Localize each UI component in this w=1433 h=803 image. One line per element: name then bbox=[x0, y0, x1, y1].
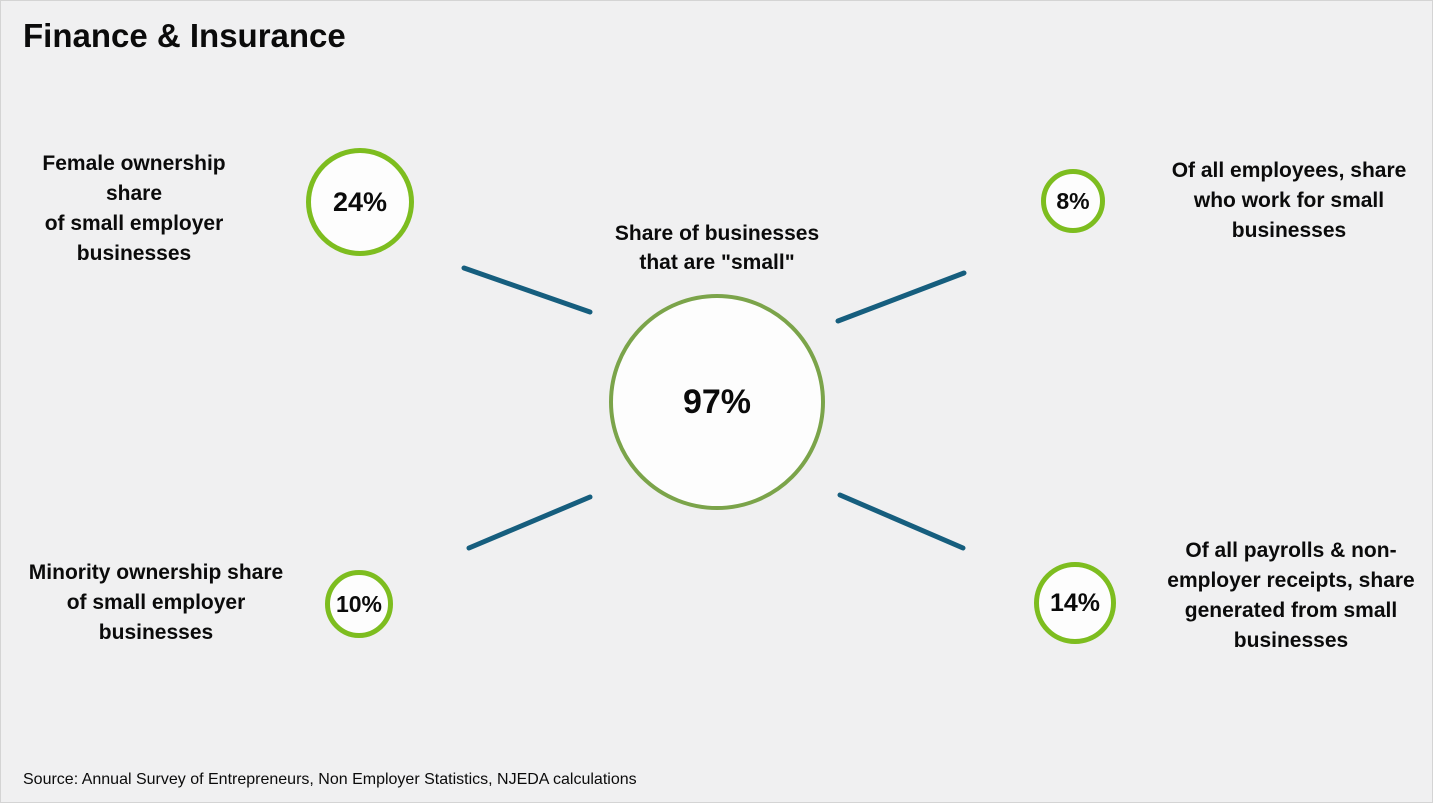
satellite-circle-top-left: 24% bbox=[306, 148, 414, 256]
source-note: Source: Annual Survey of Entrepreneurs, … bbox=[23, 771, 637, 788]
center-circle-label: Share of businesses that are "small" bbox=[614, 222, 820, 274]
satellite-value-top-left: 24% bbox=[332, 186, 388, 217]
satellite-value-bottom-left: 10% bbox=[335, 590, 383, 617]
satellite-circle-top-right: 8% bbox=[1041, 169, 1105, 233]
satellite-label-bottom-right: Of all payrolls & non- employer receipts… bbox=[1167, 539, 1415, 652]
satellite-value-top-right: 8% bbox=[1056, 187, 1090, 214]
satellite-label-top-right: Of all employees, share who work for sma… bbox=[1171, 159, 1407, 242]
satellite-circle-bottom-right: 14% bbox=[1034, 562, 1116, 644]
center-circle-value: 97% bbox=[682, 382, 752, 421]
connector-line-bottom-right bbox=[837, 492, 966, 551]
connector-line-top-right bbox=[835, 270, 967, 324]
connector-line-top-left bbox=[461, 265, 593, 315]
page-title: Finance & Insurance bbox=[23, 17, 346, 54]
satellite-label-top-left: Female ownership share of small employer… bbox=[42, 152, 226, 265]
satellite-circle-bottom-left: 10% bbox=[325, 570, 393, 638]
connector-line-bottom-left bbox=[466, 494, 593, 551]
satellite-label-bottom-left: Minority ownership share of small employ… bbox=[28, 561, 284, 644]
center-circle: 97% bbox=[609, 294, 825, 510]
satellite-value-bottom-right: 14% bbox=[1049, 588, 1101, 617]
